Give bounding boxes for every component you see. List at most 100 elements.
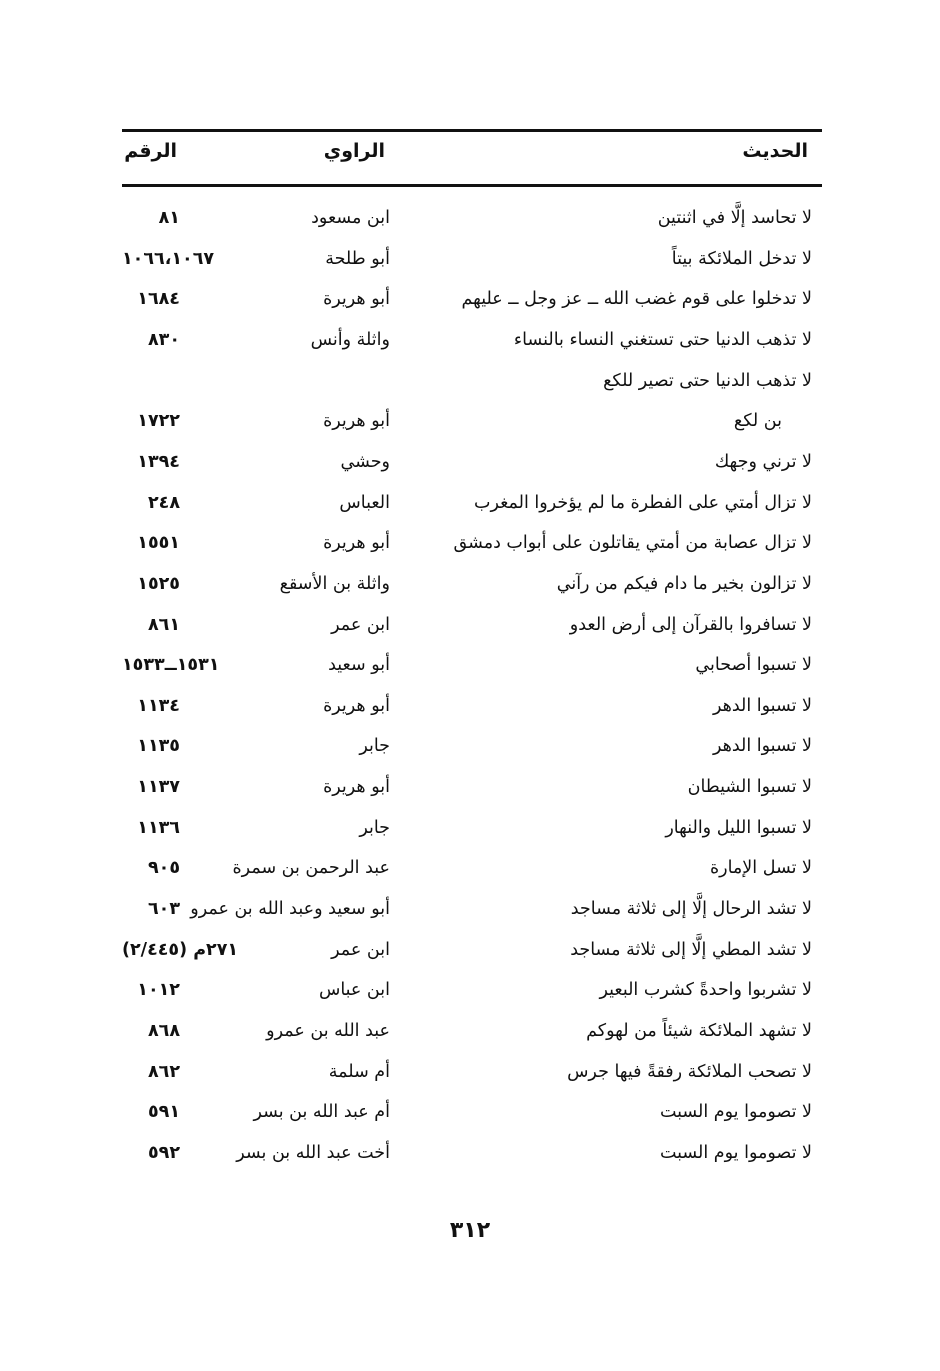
- table-row: لا تشد المطي إلَّا إلى ثلاثة مساجد ابن عم…: [0, 930, 940, 970]
- table-row: لا تسبوا أصحابي أبو سعيد ١٥٣١ــ١٥٣٣: [0, 645, 940, 685]
- table-row: لا تسبوا الليل والنهار جابر ١١٣٦: [0, 808, 940, 848]
- narrator-name: أبو طلحة: [325, 248, 390, 269]
- header-bottom-rule: [122, 184, 822, 187]
- narrator-name: عبد الله بن عمرو: [266, 1021, 390, 1041]
- narrator-name: أبو هريرة: [323, 777, 390, 798]
- table-row: لا تشربوا واحدةً كشرب البعير ابن عباس ١٠١٢: [0, 970, 940, 1010]
- table-row: لا تزال عصابة من أمتي يقاتلون على أبواب …: [0, 523, 940, 563]
- hadith-text: لا تصوموا يوم السبت: [659, 1102, 812, 1123]
- hadith-number: ١٠٦٦،١٠٦٧: [122, 248, 215, 269]
- table-row: بن لكع أبو هريرة ١٧٢٢: [0, 401, 940, 441]
- hadith-number: ١٥٣١ــ١٥٣٣: [122, 655, 220, 676]
- narrator-name: ابن عباس: [318, 980, 390, 1001]
- narrator-name: أبو سعيد وعبد الله بن عمرو: [190, 899, 390, 920]
- hadith-text: لا تسبوا أصحابي: [695, 655, 812, 676]
- hadith-number: ١٥٥١: [137, 533, 180, 554]
- table-row: لا تصوموا يوم السبت أم عبد الله بن بسر ٥٩١: [0, 1092, 940, 1132]
- hadith-number: ١٠١٢: [137, 980, 180, 1001]
- table-row: لا تشد الرحال إلَّا إلى ثلاثة مساجد أبو س…: [0, 889, 940, 929]
- hadith-text: لا تدخل الملائكة بيتاً: [671, 248, 812, 269]
- table-row: لا تحاسد إلَّا في اثنتين ابن مسعود ٨١: [0, 198, 940, 238]
- table-row: لا تصحب الملائكة رفقةً فيها جرس أم سلمة ٨٦…: [0, 1052, 940, 1092]
- table-row: لا تسافروا بالقرآن إلى أرض العدو ابن عمر ٨…: [0, 605, 940, 645]
- hadith-text: لا تدخلوا على قوم غضب الله ــ عز وجل ــ …: [461, 289, 812, 310]
- hadith-text: لا تسبوا الدهر: [712, 736, 812, 757]
- narrator-name: أبو هريرة: [323, 533, 390, 554]
- hadith-text: لا تسبوا الشيطان: [687, 777, 812, 798]
- hadith-text: لا تسبوا الليل والنهار: [665, 817, 812, 838]
- narrator-name: ابن مسعود: [311, 208, 390, 228]
- table-row: لا تسبوا الشيطان أبو هريرة ١١٣٧: [0, 767, 940, 807]
- hadith-text: لا تشد الرحال إلَّا إلى ثلاثة مساجد: [570, 899, 812, 920]
- hadith-number: ١١٣٤: [137, 695, 180, 716]
- hadith-text: لا تذهب الدنيا حتى تصير للكع: [603, 370, 812, 391]
- hadith-number: ١٧٢٢: [137, 411, 180, 432]
- narrator-name: أم سلمة: [328, 1061, 390, 1082]
- narrator-name: أبو هريرة: [323, 695, 390, 716]
- narrator-name: أخت عبد الله بن بسر: [236, 1142, 390, 1163]
- column-header-narrator: الراوي: [323, 140, 385, 162]
- hadith-number: ١٦٨٤: [137, 289, 180, 310]
- hadith-number: ٨٦٨: [147, 1021, 180, 1041]
- table-row: لا تزال أمتي على الفطرة ما لم يؤخروا الم…: [0, 483, 940, 523]
- narrator-name: واثلة بن الأسقع: [279, 573, 390, 594]
- table-row: لا تصوموا يوم السبت أخت عبد الله بن بسر ٥٩…: [0, 1133, 940, 1173]
- hadith-text: لا تشد المطي إلَّا إلى ثلاثة مساجد: [570, 939, 812, 960]
- hadith-text: لا ترني وجهك: [714, 451, 812, 472]
- hadith-number: ١١٣٧: [137, 777, 180, 798]
- hadith-number: ١١٣٥: [137, 736, 180, 757]
- hadith-text: لا تسافروا بالقرآن إلى أرض العدو: [569, 614, 812, 635]
- table-row: لا تسل الإمارة عبد الرحمن بن سمرة ٩٠٥: [0, 848, 940, 888]
- narrator-name: عبد الرحمن بن سمرة: [232, 858, 391, 879]
- hadith-number: ٨١: [158, 208, 180, 228]
- header-top-rule: [122, 129, 822, 132]
- column-header-hadith: الحديث: [742, 140, 808, 162]
- hadith-number: ١٥٢٥: [137, 573, 180, 594]
- table-row: لا تذهب الدنيا حتى تصير للكع: [0, 361, 940, 401]
- hadith-number: ١٣٩٤: [137, 451, 180, 472]
- narrator-name: ابن عمر: [331, 939, 390, 960]
- table-row: لا تدخلوا على قوم غضب الله ــ عز وجل ــ …: [0, 279, 940, 319]
- hadith-text: بن لكع: [733, 411, 782, 432]
- narrator-name: ابن عمر: [331, 614, 390, 635]
- hadith-number: ٨٦٢: [147, 1061, 180, 1082]
- page-number: ٣١٢: [449, 1218, 491, 1243]
- hadith-text: لا تزال أمتي على الفطرة ما لم يؤخروا الم…: [473, 492, 812, 513]
- table-row: لا تزالون بخير ما دام فيكم من رآني واثلة …: [0, 564, 940, 604]
- narrator-name: جابر: [359, 817, 390, 838]
- hadith-text: لا تسبوا الدهر: [712, 695, 812, 716]
- column-header-number: الرقم: [124, 140, 177, 162]
- hadith-text: لا تحاسد إلَّا في اثنتين: [657, 208, 812, 228]
- hadith-number: ٥٩١: [147, 1102, 180, 1123]
- hadith-text: لا تزال عصابة من أمتي يقاتلون على أبواب …: [453, 533, 812, 554]
- hadith-number: ٦٠٣: [147, 899, 180, 920]
- hadith-text: لا تشهد الملائكة شيئاً من لهوكم: [586, 1021, 812, 1041]
- hadith-text: لا تسل الإمارة: [709, 858, 812, 879]
- narrator-name: وحشي: [340, 451, 390, 472]
- narrator-name: أم عبد الله بن بسر: [253, 1102, 390, 1123]
- table-row: لا تسبوا الدهر جابر ١١٣٥: [0, 726, 940, 766]
- table-row: لا تدخل الملائكة بيتاً أبو طلحة ١٠٦٦،١٠٦٧: [0, 239, 940, 279]
- narrator-name: العباس: [339, 492, 390, 513]
- hadith-number: ١١٣٦: [137, 817, 180, 838]
- table-row: لا تذهب الدنيا حتى تستغني النساء بالنساء…: [0, 320, 940, 360]
- hadith-text: لا تشربوا واحدةً كشرب البعير: [599, 980, 812, 1001]
- hadith-text: لا تذهب الدنيا حتى تستغني النساء بالنساء: [513, 329, 812, 350]
- table-row: لا تسبوا الدهر أبو هريرة ١١٣٤: [0, 686, 940, 726]
- hadith-number: ٢٧١م (٢/٤٤٥): [122, 939, 239, 960]
- table-row: لا تشهد الملائكة شيئاً من لهوكم عبد الله …: [0, 1011, 940, 1051]
- table-row: لا ترني وجهك وحشي ١٣٩٤: [0, 442, 940, 482]
- hadith-text: لا تصوموا يوم السبت: [659, 1142, 812, 1163]
- hadith-number: ٨٦١: [147, 614, 180, 635]
- hadith-text: لا تزالون بخير ما دام فيكم من رآني: [556, 573, 812, 594]
- narrator-name: جابر: [359, 736, 390, 757]
- hadith-number: ٩٠٥: [147, 858, 180, 879]
- hadith-number: ٥٩٢: [147, 1142, 180, 1163]
- hadith-number: ٢٤٨: [147, 492, 180, 513]
- narrator-name: أبو هريرة: [323, 411, 390, 432]
- narrator-name: أبو سعيد: [328, 655, 390, 676]
- hadith-number: ٨٣٠: [147, 329, 180, 350]
- hadith-text: لا تصحب الملائكة رفقةً فيها جرس: [567, 1061, 812, 1082]
- narrator-name: واثلة وأنس: [310, 329, 390, 350]
- narrator-name: أبو هريرة: [323, 289, 390, 310]
